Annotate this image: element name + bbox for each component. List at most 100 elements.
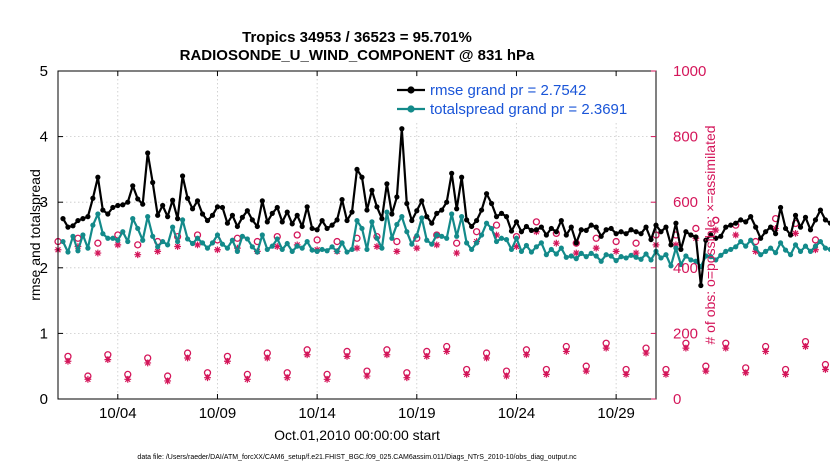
- totalspread-point: [583, 254, 589, 260]
- totalspread-point: [827, 246, 830, 252]
- rmse-point: [488, 200, 495, 207]
- rmse-point: [155, 212, 161, 218]
- rmse-point: [538, 224, 544, 230]
- totalspread-point: [165, 242, 171, 248]
- totalspread-point: [553, 251, 559, 257]
- rmse-point: [269, 210, 275, 216]
- rmse-point: [120, 202, 126, 208]
- totalspread-point: [538, 240, 544, 246]
- obs-assimilated-point: [493, 231, 500, 239]
- totalspread-point: [229, 237, 236, 243]
- rmse-point: [179, 173, 186, 179]
- rmse-point: [125, 199, 131, 205]
- obs-assimilated-point: [104, 356, 112, 364]
- obs-assimilated-point: [822, 366, 829, 373]
- rmse-point: [204, 217, 211, 224]
- rmse-point: [683, 229, 689, 235]
- legend-spread-marker: [407, 105, 415, 113]
- obs-possible-point: [333, 237, 341, 246]
- rmse-point: [409, 217, 415, 224]
- rmse-point: [299, 223, 305, 230]
- totalspread-point: [259, 232, 265, 238]
- legend-rmse-marker: [407, 86, 415, 94]
- rmse-point: [613, 231, 619, 237]
- y-tick-label-right: 600: [673, 194, 698, 211]
- totalspread-point: [678, 261, 684, 268]
- rmse-point: [753, 224, 759, 230]
- rmse-point: [483, 191, 490, 197]
- x-tick-label: 10/24: [498, 405, 536, 422]
- totalspread-point: [658, 255, 664, 261]
- totalspread-point: [548, 246, 554, 253]
- obs-possible-point: [293, 231, 301, 239]
- rmse-point: [603, 227, 609, 233]
- totalspread-point: [65, 249, 71, 255]
- totalspread-point: [100, 231, 106, 237]
- rmse-point: [224, 220, 231, 226]
- obs-assimilated-point: [602, 344, 610, 352]
- totalspread-point: [782, 247, 789, 253]
- legend-spread-label: totalspread grand pr = 2.3691: [430, 101, 627, 118]
- rmse-point: [105, 211, 111, 217]
- totalspread-point: [284, 240, 290, 247]
- obs-assimilated-point: [433, 241, 441, 249]
- totalspread-point: [459, 214, 465, 220]
- obs-assimilated-point: [64, 357, 72, 365]
- obs-assimilated-point: [802, 343, 809, 350]
- totalspread-point: [399, 214, 405, 220]
- rmse-point: [668, 242, 674, 248]
- totalspread-point: [753, 245, 759, 251]
- obs-assimilated-point: [712, 226, 720, 234]
- rmse-point: [513, 219, 520, 225]
- obs-assimilated-point: [463, 371, 471, 378]
- totalspread-point: [792, 242, 799, 248]
- rmse-point: [100, 207, 106, 213]
- obs-assimilated-point: [243, 375, 251, 383]
- totalspread-point: [454, 233, 460, 239]
- rmse-point: [528, 227, 535, 234]
- rmse-point: [648, 236, 654, 243]
- rmse-point: [254, 223, 260, 230]
- y-tick-label-right: 1000: [673, 63, 706, 80]
- rmse-point: [85, 214, 91, 220]
- obs-possible-point: [233, 234, 242, 242]
- rmse-point: [693, 234, 699, 240]
- rmse-point: [170, 197, 176, 203]
- rmse-point: [738, 217, 744, 223]
- totalspread-point: [239, 233, 245, 239]
- rmse-point: [708, 232, 714, 238]
- obs-assimilated-point: [134, 251, 142, 259]
- obs-possible-point: [532, 218, 541, 226]
- rmse-point: [643, 224, 649, 230]
- totalspread-point: [449, 211, 455, 217]
- rmse-point: [354, 166, 360, 172]
- obs-assimilated-point: [184, 354, 191, 362]
- totalspread-point: [155, 244, 161, 250]
- rmse-point: [454, 206, 460, 212]
- totalspread-point: [663, 252, 669, 258]
- totalspread-point: [369, 219, 375, 225]
- rmse-point: [379, 216, 385, 222]
- obs-possible-point: [612, 237, 620, 246]
- rmse-point: [189, 206, 196, 212]
- rmse-point: [703, 237, 709, 243]
- x-tick-label: 10/09: [199, 405, 237, 422]
- rmse-point: [563, 232, 569, 238]
- obs-assimilated-point: [682, 344, 690, 352]
- totalspread-point: [324, 248, 330, 254]
- rmse-point: [553, 229, 559, 235]
- totalspread-point: [209, 240, 216, 246]
- obs-possible-point: [134, 241, 142, 249]
- rmse-point: [797, 224, 804, 230]
- rmse-point: [628, 227, 634, 233]
- totalspread-point: [688, 257, 694, 263]
- rmse-point: [90, 195, 96, 201]
- obs-possible-point: [453, 239, 461, 247]
- totalspread-point: [628, 252, 634, 258]
- obs-assimilated-point: [782, 371, 789, 378]
- rmse-point: [289, 221, 295, 227]
- totalspread-point: [723, 248, 729, 254]
- totalspread-point: [578, 250, 584, 256]
- obs-assimilated-point: [174, 243, 181, 250]
- obs-assimilated-point: [283, 374, 291, 382]
